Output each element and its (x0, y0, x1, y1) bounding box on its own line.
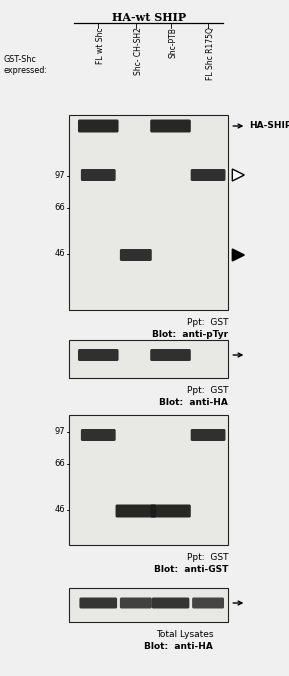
Text: 66: 66 (55, 203, 65, 212)
Text: Blot:  anti-GST: Blot: anti-GST (154, 565, 228, 574)
Text: Shc-PTB: Shc-PTB (168, 27, 177, 58)
Bar (69, 340, 228, 378)
FancyBboxPatch shape (150, 349, 191, 361)
FancyBboxPatch shape (150, 504, 191, 518)
Text: Shc- CH-SH2: Shc- CH-SH2 (134, 27, 143, 75)
Text: Blot:  anti-pTyr: Blot: anti-pTyr (152, 330, 228, 339)
FancyBboxPatch shape (191, 429, 225, 441)
Text: Blot:  anti-HA: Blot: anti-HA (160, 398, 228, 407)
Text: GST-Shc
expressed:: GST-Shc expressed: (4, 55, 48, 75)
FancyBboxPatch shape (191, 169, 225, 181)
FancyBboxPatch shape (150, 120, 191, 132)
Text: 97: 97 (55, 172, 65, 180)
Text: FL Shc R175Q: FL Shc R175Q (206, 27, 215, 80)
Text: Ppt:  GST: Ppt: GST (187, 386, 228, 395)
Polygon shape (232, 169, 244, 181)
Bar (69, 115, 228, 310)
Text: FL wt Shc: FL wt Shc (96, 27, 105, 64)
Text: Total Lysates: Total Lysates (156, 630, 213, 639)
Bar (69, 588, 228, 622)
FancyBboxPatch shape (78, 349, 118, 361)
FancyBboxPatch shape (120, 249, 152, 261)
FancyBboxPatch shape (120, 598, 152, 608)
Text: Blot:  anti-HA: Blot: anti-HA (144, 642, 213, 651)
FancyBboxPatch shape (152, 598, 189, 608)
FancyBboxPatch shape (81, 169, 116, 181)
Text: 46: 46 (55, 249, 65, 258)
Text: 97: 97 (55, 427, 65, 437)
Text: HA-SHIP: HA-SHIP (249, 122, 289, 130)
FancyBboxPatch shape (79, 598, 117, 608)
Text: 46: 46 (55, 506, 65, 514)
Text: Ppt:  GST: Ppt: GST (187, 553, 228, 562)
FancyBboxPatch shape (78, 120, 118, 132)
FancyBboxPatch shape (192, 598, 224, 608)
Text: Ppt:  GST: Ppt: GST (187, 318, 228, 327)
Text: 66: 66 (55, 460, 65, 468)
Bar (69, 415, 228, 545)
FancyBboxPatch shape (116, 504, 156, 518)
Text: HA-wt SHIP: HA-wt SHIP (112, 12, 186, 23)
Polygon shape (232, 249, 244, 261)
FancyBboxPatch shape (81, 429, 116, 441)
